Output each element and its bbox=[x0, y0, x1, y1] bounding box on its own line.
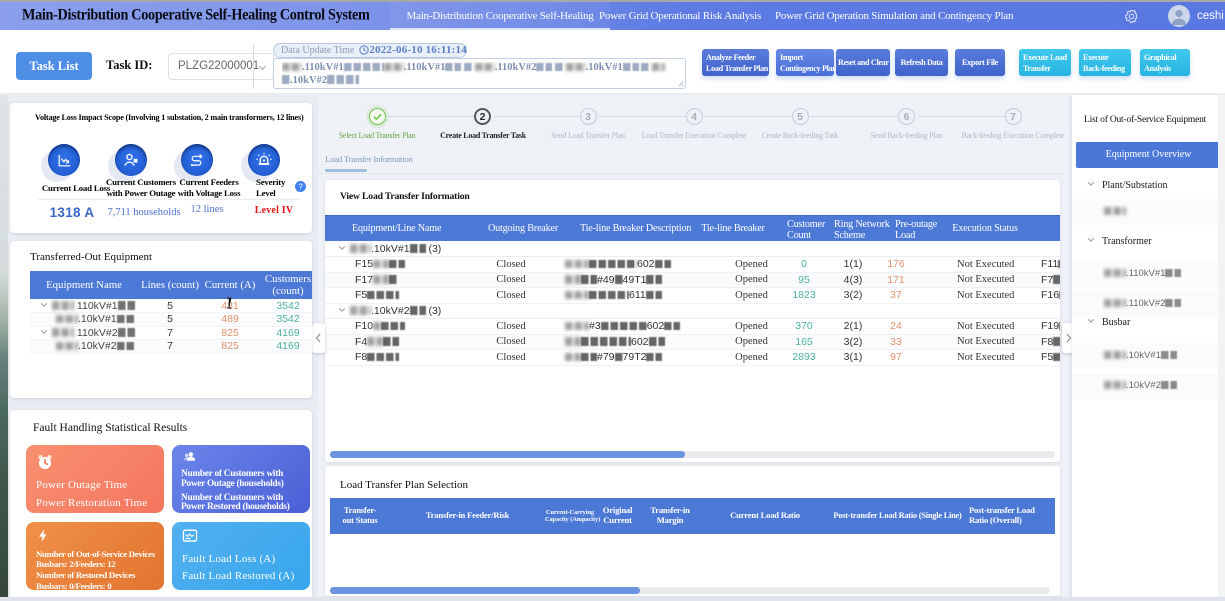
svg-text:?: ? bbox=[298, 182, 303, 191]
